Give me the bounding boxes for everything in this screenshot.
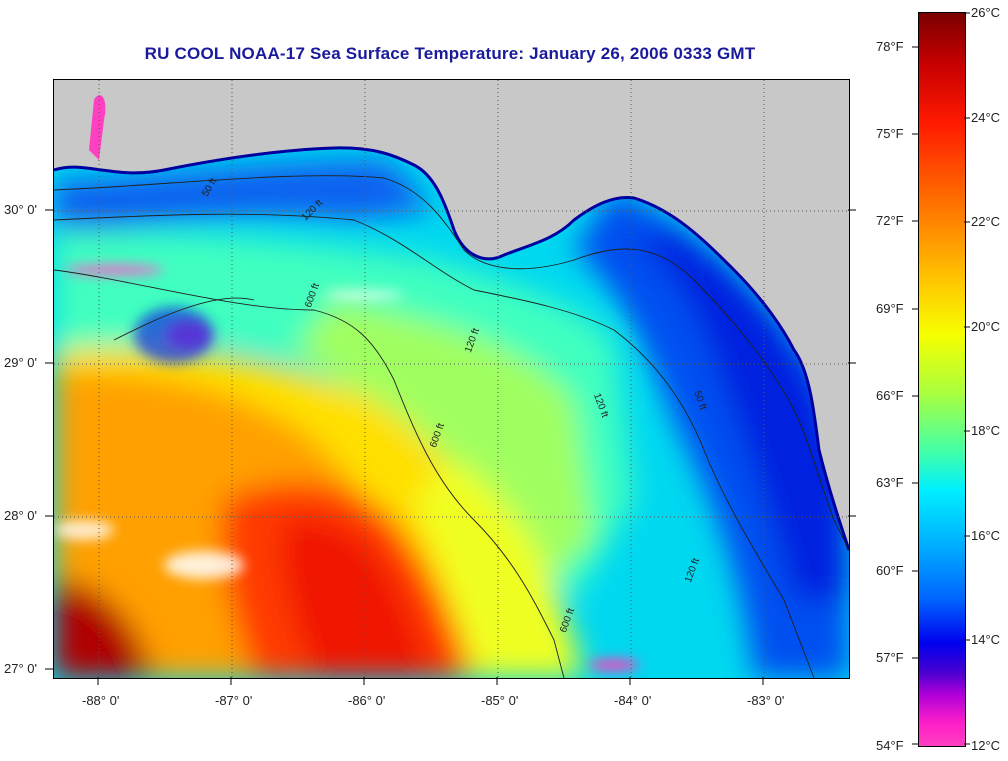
lat-label: 29° 0' <box>4 355 37 370</box>
fahrenheit-label: 69°F <box>876 301 904 316</box>
celsius-label: 26°C <box>971 5 1001 20</box>
fahrenheit-label: 78°F <box>876 39 904 54</box>
celsius-label: 24°C <box>971 110 1001 125</box>
lon-label: -83° 0' <box>747 693 785 708</box>
lon-label: -86° 0' <box>348 693 386 708</box>
lon-label: -84° 0' <box>614 693 652 708</box>
celsius-label: 16°C <box>971 528 1001 543</box>
celsius-label: 20°C <box>971 319 1001 334</box>
coastline <box>54 146 849 551</box>
lat-label: 30° 0' <box>4 202 37 217</box>
graticule <box>54 80 849 678</box>
fahrenheit-label: 57°F <box>876 650 904 665</box>
sst-map[interactable] <box>53 79 850 679</box>
bathymetry-contours <box>54 175 849 678</box>
sst-map-canvas <box>54 80 849 678</box>
fahrenheit-label: 66°F <box>876 388 904 403</box>
fahrenheit-label: 63°F <box>876 475 904 490</box>
celsius-label: 12°C <box>971 738 1001 753</box>
bay-inlet <box>89 95 106 160</box>
temperature-colorbar <box>918 12 966 747</box>
celsius-label: 22°C <box>971 214 1001 229</box>
celsius-label: 14°C <box>971 632 1001 647</box>
lon-label: -85° 0' <box>481 693 519 708</box>
fahrenheit-label: 72°F <box>876 213 904 228</box>
lon-label: -87° 0' <box>215 693 253 708</box>
fahrenheit-label: 75°F <box>876 126 904 141</box>
map-title: RU COOL NOAA-17 Sea Surface Temperature:… <box>144 44 756 63</box>
fahrenheit-label: 54°F <box>876 738 904 753</box>
lon-label: -88° 0' <box>82 693 120 708</box>
celsius-label: 18°C <box>971 423 1001 438</box>
lat-label: 28° 0' <box>4 508 37 523</box>
fahrenheit-label: 60°F <box>876 563 904 578</box>
axis-ticks <box>45 209 856 685</box>
lat-label: 27° 0' <box>4 661 37 676</box>
